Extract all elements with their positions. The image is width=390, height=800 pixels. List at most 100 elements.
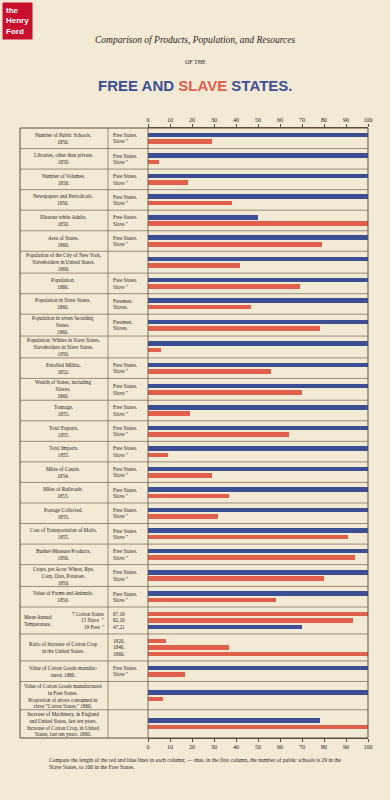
svg-text:Slave ": Slave " [113, 241, 128, 247]
svg-text:Increase of Machinery, in Engl: Increase of Machinery, in Englandand Uni… [27, 711, 99, 737]
svg-text:Free States.: Free States. [113, 383, 137, 389]
svg-text:70: 70 [299, 117, 305, 123]
svg-text:Free States.: Free States. [113, 528, 137, 534]
svg-text:OF THE: OF THE [185, 59, 206, 65]
svg-text:Free States.: Free States. [113, 665, 137, 671]
svg-text:50: 50 [255, 744, 261, 750]
svg-text:Free States.: Free States. [113, 569, 137, 575]
svg-text:Free States.: Free States. [113, 214, 137, 220]
svg-text:Miles of Railroads.1855.: Miles of Railroads.1855. [43, 486, 83, 499]
svg-text:Freemen.: Freemen. [113, 319, 132, 325]
svg-text:Total Exports.1855.: Total Exports.1855. [49, 425, 78, 438]
svg-text:10: 10 [167, 744, 173, 750]
svg-text:30: 30 [211, 744, 217, 750]
svg-text:Newspapers and Periodicals.185: Newspapers and Periodicals.1850. [33, 193, 93, 206]
svg-text:Slave ": Slave " [113, 576, 128, 582]
svg-text:Free States.: Free States. [113, 425, 137, 431]
svg-text:Postage Collected.1855.: Postage Collected.1855. [44, 507, 83, 520]
svg-text:Free States.: Free States. [113, 466, 137, 472]
svg-text:1840.: 1840. [113, 644, 125, 650]
svg-text:Population of the City of New: Population of the City of New York,Slave… [26, 252, 101, 272]
svg-text:Free States.: Free States. [113, 591, 137, 597]
svg-text:1860.: 1860. [113, 651, 125, 657]
svg-text:100: 100 [364, 117, 373, 123]
svg-text:100: 100 [364, 744, 373, 750]
svg-text:Slave ": Slave " [113, 390, 128, 396]
svg-text:Enrolled Militia.1852.: Enrolled Militia.1852. [46, 362, 81, 375]
svg-text:Slave ": Slave " [113, 138, 128, 144]
svg-text:Slave ": Slave " [113, 534, 128, 540]
svg-text:Value of Cotton Goods manufact: Value of Cotton Goods manufacturedin Fre… [24, 683, 102, 709]
svg-text:Free States.: Free States. [113, 507, 137, 513]
svg-text:60: 60 [277, 117, 283, 123]
svg-text:15 Slave ": 15 Slave " [81, 617, 104, 623]
svg-text:Value of Cotton Goods manufac-: Value of Cotton Goods manufac-tured. 186… [29, 665, 98, 678]
svg-text:Population. Whites in Slave St: Population. Whites in Slave States,Slave… [27, 337, 100, 357]
svg-text:Free States.: Free States. [113, 153, 137, 159]
svg-text:30: 30 [211, 117, 217, 123]
svg-text:19 Free ": 19 Free " [84, 624, 104, 630]
svg-text:20: 20 [189, 117, 195, 123]
svg-text:Free States.: Free States. [113, 445, 137, 451]
svg-text:Slave ": Slave " [113, 513, 128, 519]
svg-text:Slave ": Slave " [113, 284, 128, 290]
svg-text:Free States.: Free States. [113, 548, 137, 554]
svg-text:Slave ": Slave " [113, 411, 128, 417]
svg-text:Value of Farms and Animals.185: Value of Farms and Animals.1850. [33, 590, 93, 603]
svg-text:Free States.: Free States. [113, 277, 137, 283]
svg-text:Miles of Canals.1854.: Miles of Canals.1854. [46, 466, 80, 479]
svg-text:Tonnage.1855.: Tonnage.1855. [54, 404, 73, 417]
svg-text:Slave ": Slave " [113, 452, 128, 458]
svg-text:0: 0 [147, 117, 150, 123]
svg-text:Population in seven SecedingSt: Population in seven SecedingStates.1860. [32, 315, 94, 335]
svg-text:FREE AND SLAVE STATES.: FREE AND SLAVE STATES. [98, 77, 292, 94]
svg-text:Total Imports.1855.: Total Imports.1855. [49, 445, 78, 458]
svg-text:Slaves.: Slaves. [113, 325, 128, 331]
svg-text:80: 80 [321, 744, 327, 750]
svg-text:Slave ": Slave " [113, 221, 128, 227]
svg-text:Slave ": Slave " [113, 472, 128, 478]
svg-text:Bushel-Measure Products.1850.: Bushel-Measure Products.1850. [36, 548, 91, 561]
svg-text:Free States.: Free States. [113, 404, 137, 410]
svg-text:Ratio of Increase of Cotton Cr: Ratio of Increase of Cotton Cropin the U… [29, 641, 98, 654]
svg-text:1820.: 1820. [113, 638, 125, 644]
svg-text:62.10: 62.10 [113, 617, 125, 623]
svg-text:67.10: 67.10 [113, 611, 125, 617]
svg-text:40: 40 [233, 744, 239, 750]
svg-text:90: 90 [343, 117, 349, 123]
svg-text:40: 40 [233, 117, 239, 123]
svg-text:Slave ": Slave " [113, 431, 128, 437]
svg-text:Slave ": Slave " [113, 555, 128, 561]
svg-text:Mean AnnualTemperature.: Mean AnnualTemperature. [24, 614, 53, 627]
svg-text:7 Cotton States: 7 Cotton States [72, 611, 104, 617]
svg-text:0: 0 [147, 744, 150, 750]
svg-text:90: 90 [343, 744, 349, 750]
svg-text:Area of States.1860.: Area of States.1860. [48, 235, 79, 248]
svg-text:Compare the length of the red: Compare the length of the red and blue l… [49, 757, 342, 770]
svg-text:Free States.: Free States. [113, 487, 137, 493]
svg-text:Slaves.: Slaves. [113, 304, 128, 310]
svg-text:Cost of Transportation of Mail: Cost of Transportation of Mails.1855. [30, 527, 97, 540]
svg-text:20: 20 [189, 744, 195, 750]
svg-text:Slave ": Slave " [113, 180, 128, 186]
svg-text:Slave ": Slave " [113, 200, 128, 206]
svg-text:47.21: 47.21 [113, 624, 125, 630]
svg-text:Wealth of States, includingSla: Wealth of States, includingSlaves.1860. [35, 379, 91, 399]
svg-text:Number of Public Schools.1850.: Number of Public Schools.1850. [35, 132, 91, 145]
svg-text:Population.1860.: Population.1860. [51, 277, 75, 290]
svg-text:Slave ": Slave " [113, 597, 128, 603]
svg-text:Comparison of Products, Popula: Comparison of Products, Population, and … [95, 35, 295, 45]
svg-text:60: 60 [277, 744, 283, 750]
svg-text:Number of Volumes.1850.: Number of Volumes.1850. [42, 173, 85, 186]
svg-text:Crops, per Acre: Wheat, Rye,Co: Crops, per Acre: Wheat, Rye,Corn, Oats, … [33, 566, 94, 586]
svg-text:Free States.: Free States. [113, 362, 137, 368]
svg-text:Libraries, other than private.: Libraries, other than private.1850. [34, 152, 93, 165]
svg-text:Slave ": Slave " [113, 159, 128, 165]
svg-text:Population in Slave States.186: Population in Slave States.1860. [35, 297, 91, 310]
svg-text:Freemen.: Freemen. [113, 298, 132, 304]
svg-text:Free States.: Free States. [113, 235, 137, 241]
svg-text:70: 70 [299, 744, 305, 750]
svg-text:Slave ": Slave " [113, 671, 128, 677]
svg-text:Free States.: Free States. [113, 194, 137, 200]
svg-text:theHenryFord: theHenryFord [6, 6, 29, 36]
